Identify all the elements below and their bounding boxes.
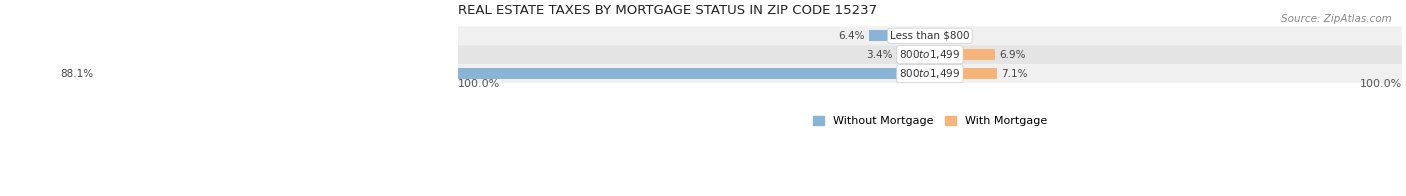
Bar	[869, 30, 929, 41]
Bar	[929, 49, 995, 60]
Text: 3.4%: 3.4%	[866, 50, 893, 60]
FancyBboxPatch shape	[458, 45, 1402, 64]
Text: Less than $800: Less than $800	[890, 31, 970, 41]
FancyBboxPatch shape	[458, 26, 1402, 45]
Bar	[929, 68, 997, 79]
Text: Source: ZipAtlas.com: Source: ZipAtlas.com	[1281, 14, 1392, 24]
Text: 0.47%: 0.47%	[939, 31, 972, 41]
Text: 100.0%: 100.0%	[458, 79, 501, 89]
FancyBboxPatch shape	[458, 64, 1402, 83]
Text: 88.1%: 88.1%	[60, 69, 94, 79]
Bar	[898, 49, 929, 60]
Text: $800 to $1,499: $800 to $1,499	[900, 48, 960, 61]
Text: REAL ESTATE TAXES BY MORTGAGE STATUS IN ZIP CODE 15237: REAL ESTATE TAXES BY MORTGAGE STATUS IN …	[458, 4, 877, 17]
Legend: Without Mortgage, With Mortgage: Without Mortgage, With Mortgage	[808, 112, 1052, 131]
Bar	[98, 68, 929, 79]
Text: 6.4%: 6.4%	[838, 31, 865, 41]
Text: $800 to $1,499: $800 to $1,499	[900, 67, 960, 80]
Text: 88.1%: 88.1%	[112, 69, 149, 79]
Text: 6.9%: 6.9%	[1000, 50, 1026, 60]
Bar	[929, 30, 935, 41]
Text: 7.1%: 7.1%	[1001, 69, 1028, 79]
Text: 100.0%: 100.0%	[1360, 79, 1402, 89]
